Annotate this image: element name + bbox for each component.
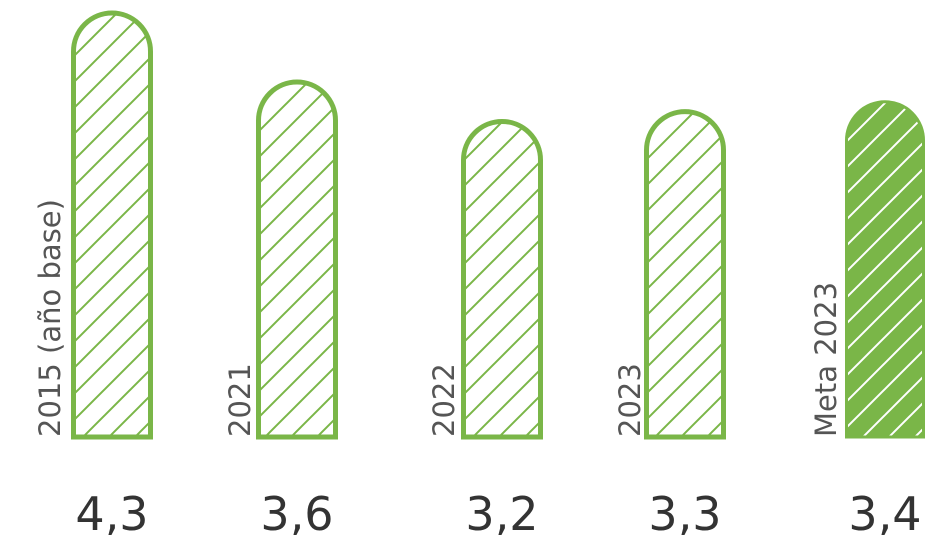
value-label-3: 3,2 <box>465 487 538 535</box>
bar-4 <box>644 109 726 440</box>
bar-1 <box>71 10 153 440</box>
value-label-5: 3,4 <box>848 487 921 535</box>
value-label-1: 4,3 <box>75 487 148 535</box>
bars-layer: 2015 (año base) 4,3 2021 3,6 2022 3,2 2023 3,3 M… <box>33 10 925 535</box>
bar-5 <box>845 100 925 439</box>
category-label-4: 2023 <box>613 363 647 437</box>
value-label-4: 3,3 <box>648 487 721 535</box>
category-label-1: 2015 (año base) <box>33 199 67 437</box>
category-label-5: Meta 2023 <box>809 282 843 437</box>
category-label-3: 2022 <box>427 363 461 437</box>
bar-2 <box>256 79 338 440</box>
category-label-2: 2021 <box>223 363 257 437</box>
bar-3 <box>461 118 543 440</box>
value-label-2: 3,6 <box>260 487 333 535</box>
